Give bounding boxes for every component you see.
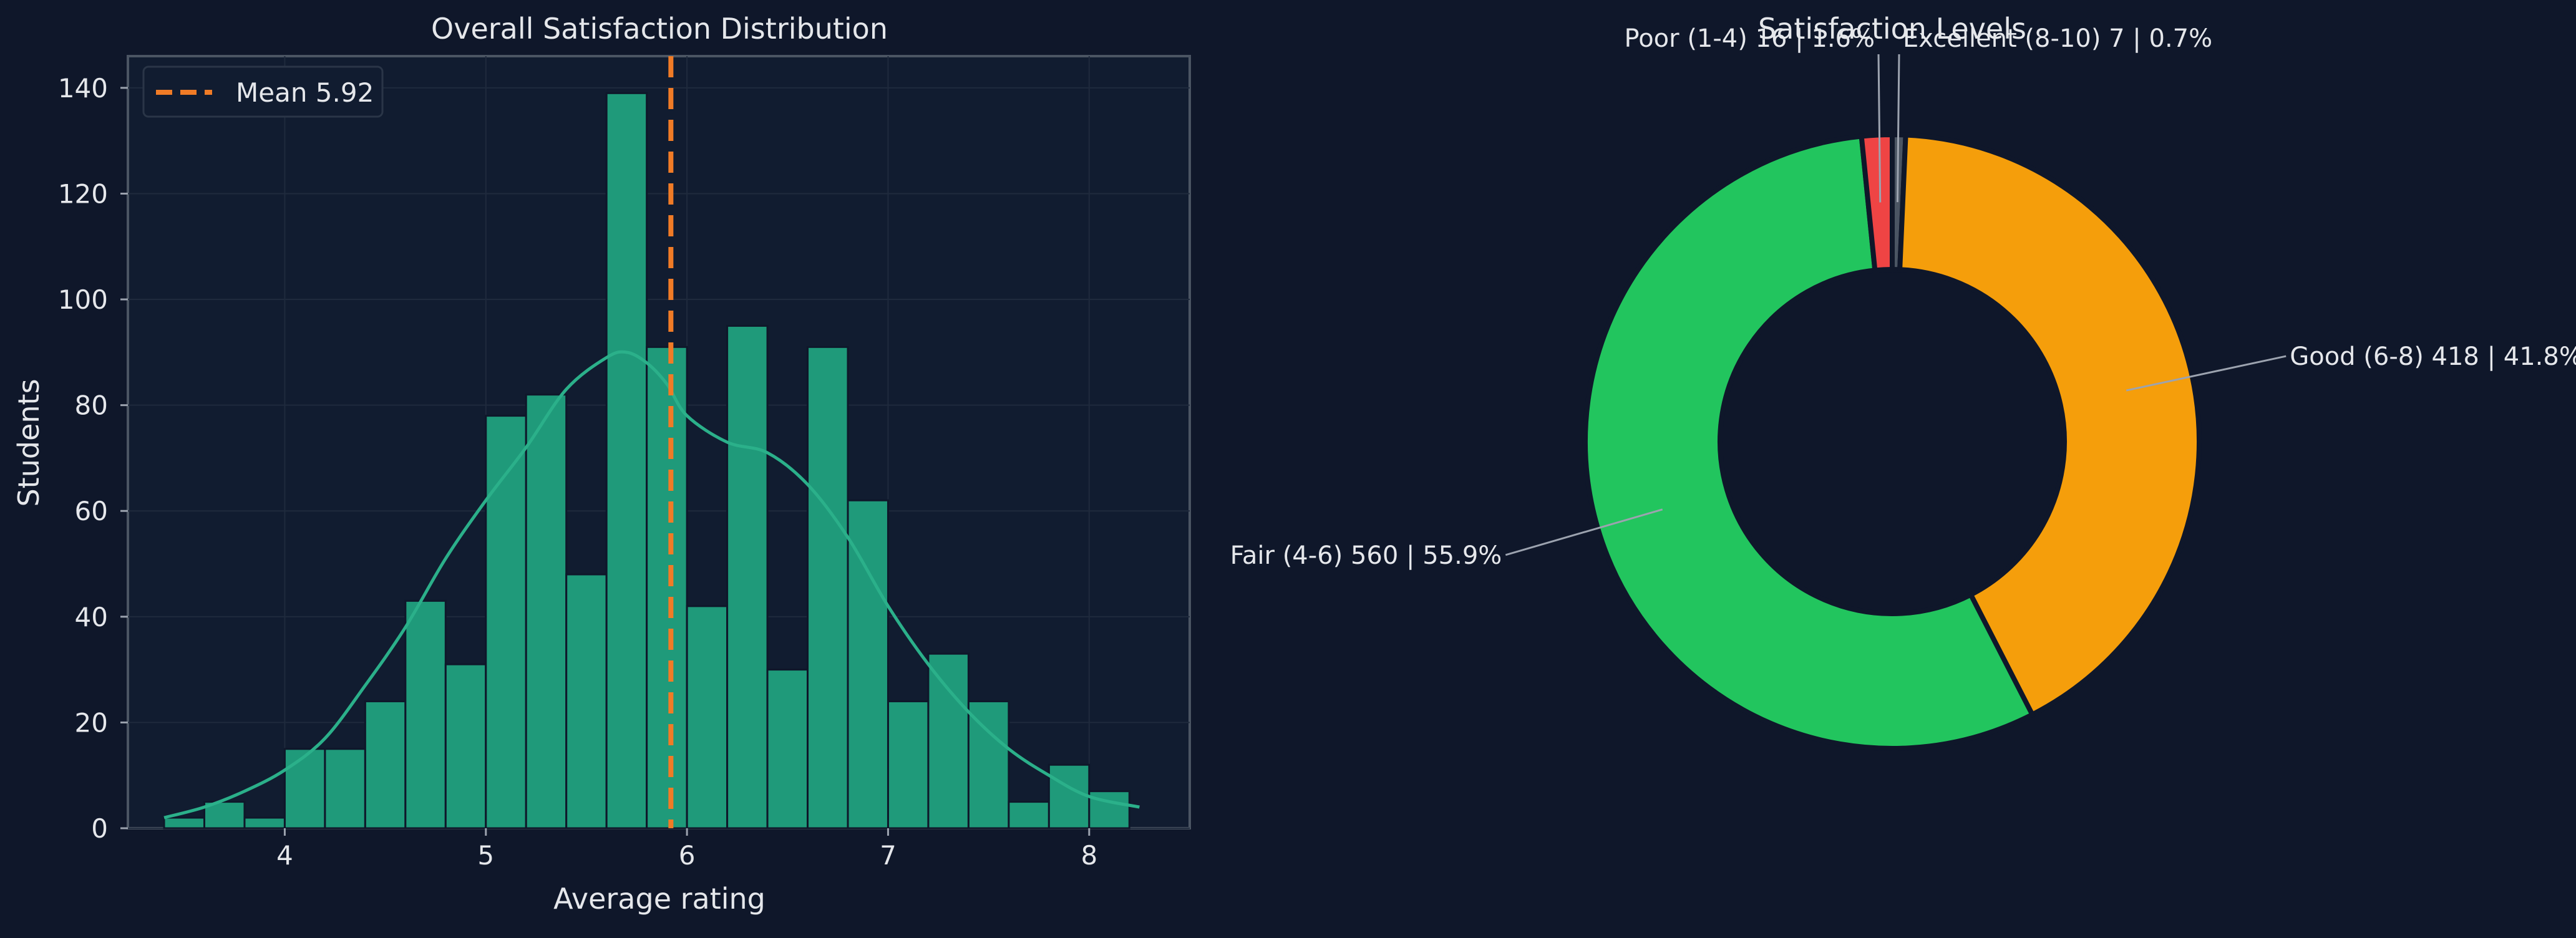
y-tick-label: 80 bbox=[75, 390, 108, 421]
histogram-bar bbox=[766, 669, 809, 829]
histogram-bar bbox=[807, 346, 849, 829]
histogram-panel: 4 5 6 7 8 0 20 40 60 80 100 120 140 Overall Satisfa… bbox=[12, 12, 1191, 916]
donut-leader-line bbox=[1877, 54, 1882, 203]
donut-leader-lines bbox=[1505, 54, 2287, 556]
donut-title: Satisfaction Levels bbox=[1758, 12, 2026, 46]
legend-mean-label: Mean 5.92 bbox=[236, 77, 374, 108]
histogram-bar bbox=[485, 415, 527, 829]
y-tick-label: 100 bbox=[58, 284, 108, 315]
y-tick-label: 140 bbox=[58, 73, 108, 104]
donut-labels: Excellent (8-10) 7 | 0.7% Good (6-8) 418 … bbox=[1230, 24, 2576, 570]
histogram-bar bbox=[847, 499, 889, 829]
x-tick-label: 4 bbox=[276, 840, 293, 871]
histogram-bar bbox=[686, 605, 729, 829]
histogram-bar bbox=[967, 700, 1010, 829]
y-tick-label: 120 bbox=[58, 178, 108, 209]
histogram-bar bbox=[927, 652, 970, 829]
x-axis-ticks: 4 5 6 7 8 bbox=[276, 828, 1097, 871]
histogram-bar bbox=[364, 700, 407, 829]
donut-leader-line bbox=[1896, 54, 1900, 203]
histogram-bars bbox=[163, 92, 1130, 829]
donut-slice-label: Fair (4-6) 560 | 55.9% bbox=[1230, 541, 1502, 570]
histogram-bar bbox=[283, 748, 326, 829]
donut-leader-line bbox=[1505, 508, 1663, 556]
kde-curve bbox=[163, 350, 1140, 820]
x-tick-label: 6 bbox=[679, 840, 696, 871]
y-tick-label: 0 bbox=[91, 813, 108, 844]
y-axis-label: Students bbox=[12, 379, 46, 506]
histogram-bar bbox=[324, 748, 366, 829]
donut-leader-line bbox=[2126, 355, 2287, 392]
y-tick-label: 60 bbox=[75, 496, 108, 526]
donut-slice-label: Good (6-8) 418 | 41.8% bbox=[2290, 342, 2576, 371]
donut-slice bbox=[1583, 133, 2036, 751]
histogram-bar bbox=[525, 394, 568, 829]
histogram-bar bbox=[243, 816, 286, 829]
x-tick-label: 7 bbox=[880, 840, 897, 871]
donut-slice bbox=[1859, 132, 1895, 273]
y-tick-label: 40 bbox=[75, 602, 108, 632]
histogram-bar bbox=[1047, 763, 1091, 829]
histogram-bar bbox=[1008, 801, 1050, 829]
x-tick-label: 8 bbox=[1081, 840, 1097, 871]
x-axis-label: Average rating bbox=[553, 882, 766, 916]
donut-slice-label: Excellent (8-10) 7 | 0.7% bbox=[1903, 24, 2212, 53]
histogram-bar bbox=[565, 573, 608, 829]
histogram-bar bbox=[404, 599, 447, 829]
y-axis-ticks: 0 20 40 60 80 100 120 140 bbox=[58, 73, 128, 844]
histogram-bar bbox=[646, 346, 688, 829]
histogram-bar bbox=[163, 816, 205, 829]
donut-slice bbox=[1897, 132, 2202, 718]
histogram-bar bbox=[887, 700, 930, 829]
histogram-bar bbox=[444, 663, 487, 829]
donut-slices bbox=[1583, 132, 2202, 751]
legend: Mean 5.92 bbox=[142, 65, 384, 118]
histogram-bar bbox=[726, 324, 769, 829]
y-tick-label: 20 bbox=[75, 707, 108, 738]
donut-panel: Excellent (8-10) 7 | 0.7% Good (6-8) 418 … bbox=[1230, 12, 2576, 751]
legend-box bbox=[142, 65, 384, 118]
x-tick-label: 5 bbox=[477, 840, 494, 871]
histogram-bar bbox=[605, 92, 648, 829]
donut-slice-label: Poor (1-4) 16 | 1.6% bbox=[1625, 24, 1875, 53]
histogram-title: Overall Satisfaction Distribution bbox=[431, 12, 888, 46]
